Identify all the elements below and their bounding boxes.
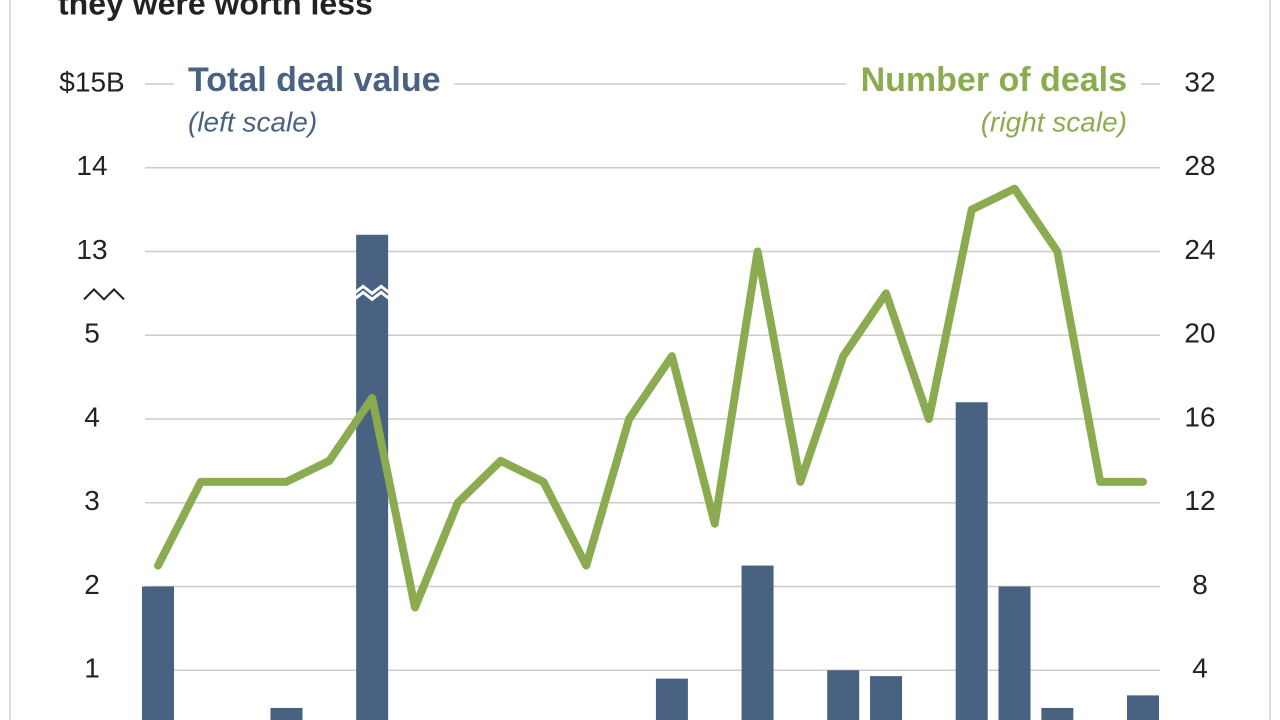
y-tick-label: 3 [84,485,100,516]
y-tick-label: 13 [76,234,107,265]
bar [1041,707,1074,720]
legend-background [846,60,1141,99]
y-tick-label: 2 [84,569,100,600]
legend-label: Number of deals [861,61,1127,99]
y-tick-label: 4 [84,401,100,432]
y2-tick-label: 32 [1184,66,1215,97]
chart-title: they were worth less [58,0,373,21]
legend-note: (right scale) [981,106,1127,137]
y2-tick-label: 16 [1184,401,1215,432]
line [154,184,1147,612]
bar [270,707,303,720]
bar [870,676,903,720]
legend-label: Total deal value [188,61,441,99]
legend-note: (left scale) [188,106,317,137]
y2-tick-label: 12 [1184,485,1215,516]
bar [827,670,860,720]
y2-tick-label: 8 [1192,569,1208,600]
y-tick-label: 5 [84,318,100,349]
y-tick-label: $15B [59,66,124,97]
bar-break [353,284,392,302]
legend-background [174,60,455,99]
bar [655,678,688,720]
y2-tick-label: 4 [1192,653,1208,684]
axis-break [83,287,125,301]
bar [741,565,774,720]
y-tick-label: 14 [76,150,107,181]
bar [998,586,1031,720]
y2-tick-label: 28 [1184,150,1215,181]
y2-tick-label: 24 [1184,234,1215,265]
bar [356,234,389,720]
bar [955,402,988,720]
bar [1127,695,1159,720]
y-tick-label: 1 [84,653,100,684]
bar [142,586,174,720]
y2-tick-label: 20 [1184,318,1215,349]
